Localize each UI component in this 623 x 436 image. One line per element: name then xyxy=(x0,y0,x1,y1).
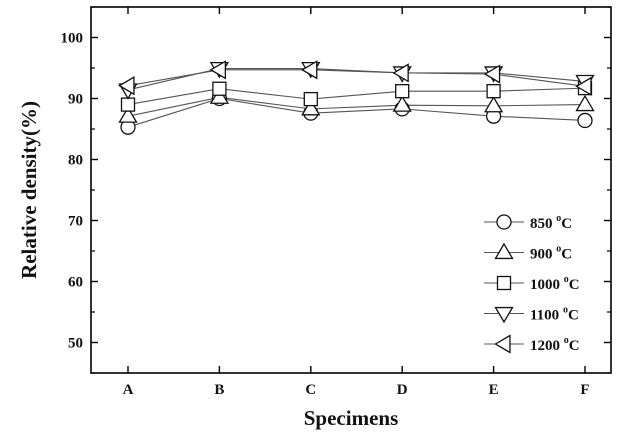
legend-label-1200: 1200 oC xyxy=(530,335,580,354)
legend-marker-850 xyxy=(496,214,512,230)
x-tick-label: E xyxy=(489,382,499,398)
axis-ticks: 50 60 70 80 90 100 A B C D E F xyxy=(61,6,611,398)
legend-marker-900 xyxy=(494,242,514,260)
x-tick-label: A xyxy=(123,382,134,398)
series-line-850 xyxy=(127,97,586,128)
series-line-900 xyxy=(127,96,586,117)
legend-unit: C xyxy=(561,247,572,263)
y-tick-label: 80 xyxy=(68,153,83,169)
x-tick-label: C xyxy=(305,382,316,398)
data-point-900-D xyxy=(392,95,412,112)
data-point-1200-E xyxy=(483,64,501,84)
y-tick-label: 70 xyxy=(68,214,83,230)
data-point-1200-C xyxy=(301,60,318,80)
series-markers xyxy=(118,60,595,135)
data-point-1200-D xyxy=(392,63,409,83)
data-point-1200-A xyxy=(118,76,135,96)
data-point-850-F xyxy=(577,112,593,129)
x-tick-label: F xyxy=(580,382,589,398)
data-point-1000-A xyxy=(120,97,136,112)
data-point-1000-C xyxy=(303,91,318,107)
data-point-1200-B xyxy=(209,60,227,80)
legend-label-850: 850 oC xyxy=(530,213,572,232)
legend-label-1100: 1100 oC xyxy=(530,305,579,324)
series-line-1000 xyxy=(127,87,586,106)
data-point-900-E xyxy=(483,96,504,113)
data-point-1200-F xyxy=(575,76,592,96)
legend-degree-sign: o xyxy=(564,274,569,285)
x-tick-label: D xyxy=(397,382,408,398)
legend-marker-1200 xyxy=(494,334,511,354)
legend-degree-sign: o xyxy=(564,335,569,346)
legend-degree-sign: o xyxy=(563,305,568,316)
series-lines xyxy=(127,68,586,128)
legend-unit: C xyxy=(561,216,572,232)
data-point-1000-B xyxy=(212,81,227,96)
legend-marker-1000 xyxy=(496,275,512,291)
data-point-1000-D xyxy=(395,84,410,99)
y-axis-title: Relative density(%) xyxy=(17,101,41,279)
legend-degree-sign: o xyxy=(556,244,561,255)
legend-marker-1100 xyxy=(494,306,514,324)
data-point-900-A xyxy=(118,106,138,123)
data-point-900-F xyxy=(575,94,595,112)
x-tick-label: B xyxy=(214,382,224,398)
y-tick-label: 60 xyxy=(68,275,83,291)
y-tick-label: 100 xyxy=(61,31,84,47)
legend-label-900: 900 oC xyxy=(530,244,572,263)
x-axis-title: Specimens xyxy=(304,406,399,430)
series-line-1200 xyxy=(127,69,586,87)
data-point-900-B xyxy=(209,87,230,104)
data-point-1000-E xyxy=(486,84,501,99)
y-tick-label: 90 xyxy=(68,92,83,108)
y-tick-label: 50 xyxy=(68,336,83,352)
legend-label-1000: 1000 oC xyxy=(530,274,580,293)
data-point-900-C xyxy=(301,99,321,116)
legend-unit: C xyxy=(568,308,579,324)
legend-degree-sign: o xyxy=(556,213,561,224)
legend: 850 oC 900 oC 1000 oC 1100 oC 1200 oC xyxy=(484,213,580,354)
legend-unit: C xyxy=(569,277,580,293)
legend-unit: C xyxy=(569,338,580,354)
